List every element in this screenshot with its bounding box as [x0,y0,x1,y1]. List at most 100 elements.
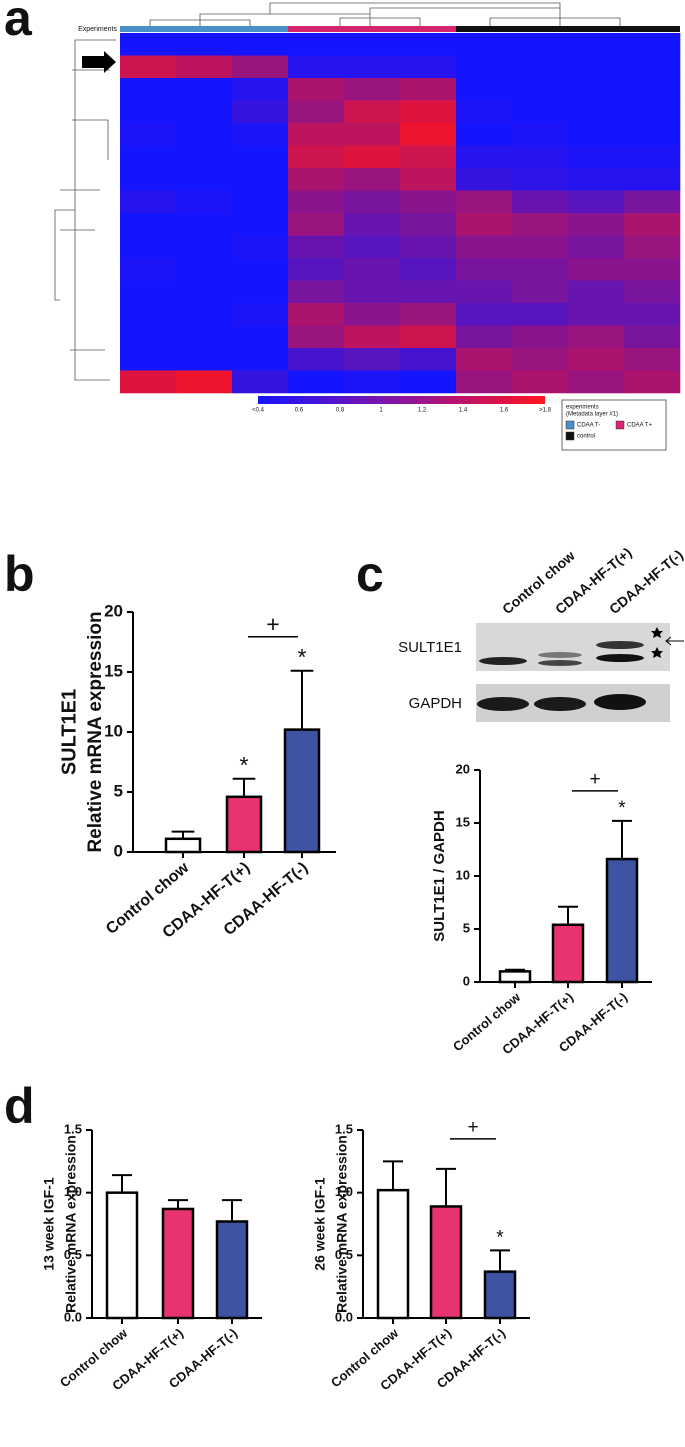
panel-label: d [4,1078,35,1134]
blot-row-label: GAPDH [409,695,462,712]
y-tick-label: 10 [104,721,123,740]
heatmap-cell [456,123,513,146]
heatmap-cell [512,145,569,169]
panel-label: c [356,546,384,602]
colorbar [258,396,545,404]
bar [225,795,263,854]
heatmap-cell [232,303,289,326]
significance-mark: * [240,752,249,778]
heatmap-cell [344,123,401,146]
heatmap-cell [176,190,233,214]
comparison-label: + [266,611,279,637]
heatmap-cell [400,190,457,214]
heatmap-cell [288,100,345,124]
colorbar-tick-label: 1.6 [500,408,509,414]
heatmap-cell [288,213,345,236]
heatmap-cell [456,370,513,394]
y-axis-label: Relative mRNA expression [334,1135,350,1313]
heatmap-cell [176,370,233,394]
heatmap-cell [624,100,681,124]
heatmap-cell [456,280,513,304]
heatmap-cell [232,325,289,349]
heatmap-cell [176,78,233,101]
heatmap-cell [568,168,625,191]
significance-mark: * [496,1227,504,1248]
panel-label: a [4,0,33,46]
bar [283,728,321,854]
heatmap-cell [176,55,233,79]
heatmap-cell [120,78,177,101]
heatmap-cell [120,235,177,259]
colorbar-tick-label: >1.8 [539,408,552,414]
heatmap-cell [400,100,457,124]
heatmap-cell [120,100,177,124]
heatmap-cell [512,325,569,349]
arrow [82,51,116,73]
heatmap-cell [512,370,569,394]
heatmap-cell [456,325,513,349]
heatmap-cell [344,348,401,371]
heatmap-cell [176,258,233,281]
heatmap-cell [288,280,345,304]
heatmap-cell [288,33,345,56]
heatmap-cell [176,33,233,56]
panel-label: b [4,546,35,602]
bar [498,970,532,984]
heatmap-cell [344,55,401,79]
heatmap-cell [568,55,625,79]
y-tick-label: 15 [104,661,123,680]
heatmap-cell [400,235,457,259]
heatmap-cell [176,145,233,169]
heatmap-cell [120,33,177,56]
heatmap-cell [456,100,513,124]
heatmap-cell [568,303,625,326]
y-tick-label: 5 [114,781,123,800]
y-tick-label: 0.5 [335,1247,353,1262]
y-tick-label: 0.5 [64,1247,82,1262]
heatmap-cell [400,303,457,326]
y-axis-label: SULT1E1 / GAPDH [431,810,448,941]
heatmap-cell [344,168,401,191]
heatmap-cell [456,190,513,214]
y-tick-label: 1.0 [64,1184,82,1199]
heatmap-cell [232,348,289,371]
heatmap-cell [344,145,401,169]
colorbar-tick-label: 1.4 [459,408,468,414]
heatmap-cell [176,303,233,326]
heatmap-cell [512,100,569,124]
heatmap-cell [120,370,177,394]
heatmap-cell [344,280,401,304]
heatmap-cell [288,55,345,79]
heatmap-cell [568,123,625,146]
legend-label: CDAA T- [577,423,600,429]
western-blot [476,623,684,722]
heatmap-cell [624,235,681,259]
heatmap-cell [120,145,177,169]
y-tick-label: 0.0 [64,1309,82,1324]
y-tick-label: 1.0 [335,1184,353,1199]
legend-box [561,399,667,451]
heatmap-cell [120,168,177,191]
y-axis-label: 13 week IGF-1 [41,1177,57,1271]
heatmap-cell [512,235,569,259]
heatmap-cell [344,258,401,281]
heatmap-cell [288,123,345,146]
y-tick-label: 1.5 [64,1121,82,1136]
heatmap-cell [232,78,289,101]
heatmap-cell [456,258,513,281]
colorbar-tick-label: 0.6 [295,408,304,414]
heatmap-cell [624,55,681,79]
heatmap-cell [568,213,625,236]
heatmap-cell [232,33,289,56]
significance-mark: * [618,798,626,819]
group-bar [120,26,288,32]
heatmap-cell [624,168,681,191]
heatmap-cell [176,168,233,191]
heatmap-cell [400,78,457,101]
heatmap-cell [512,55,569,79]
heatmap-cell [120,190,177,214]
y-axis-label: 26 week IGF-1 [312,1177,328,1271]
heatmap-cell [400,123,457,146]
heatmap-cell [120,280,177,304]
